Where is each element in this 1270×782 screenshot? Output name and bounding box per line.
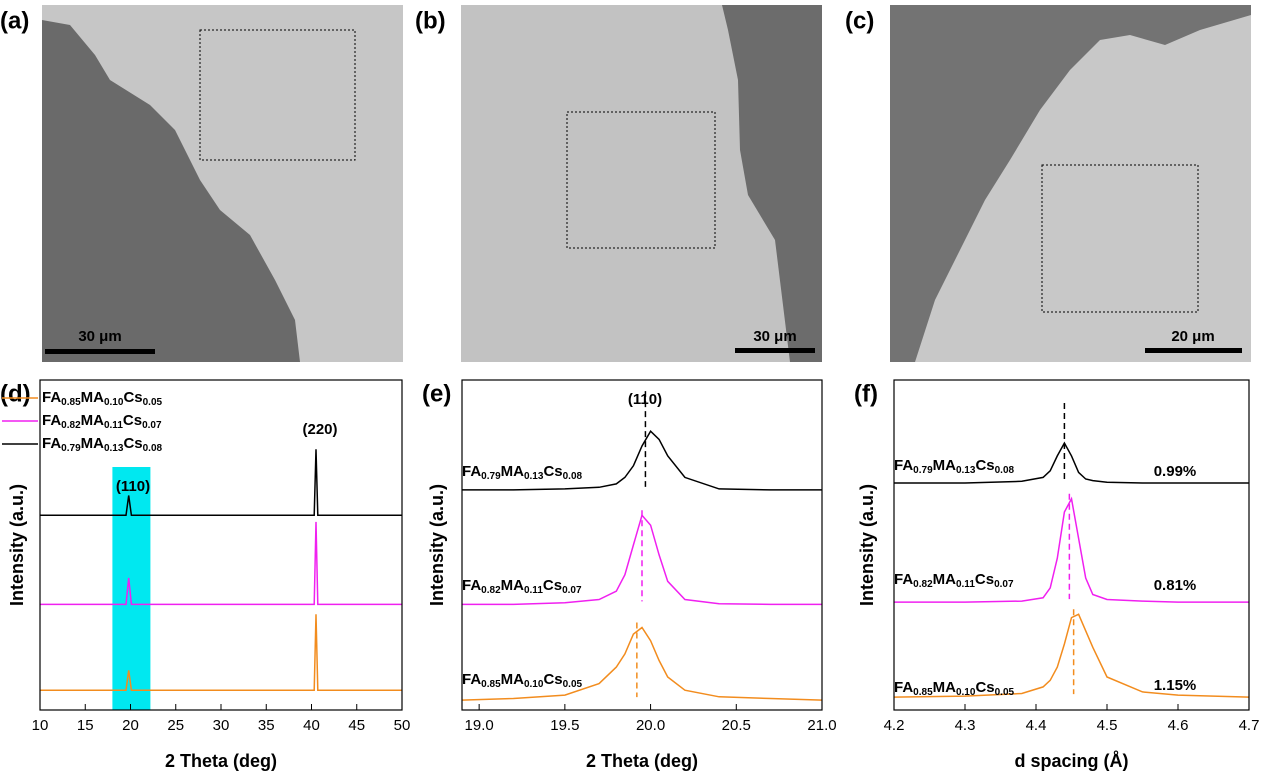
annotation: 0.81% <box>1154 577 1197 594</box>
roi-box <box>199 29 356 161</box>
panel-label: (c) <box>845 7 874 34</box>
annotation: 1.15% <box>1154 677 1197 694</box>
annotation: (110) <box>116 478 150 495</box>
x-tick-label: 4.3 <box>955 717 976 734</box>
scale-label: 20 μm <box>1171 328 1214 345</box>
sem-region <box>890 5 1251 362</box>
x-tick-label: 30 <box>213 717 230 734</box>
series-label: FA0.85MA0.10Cs0.05 <box>894 679 1015 698</box>
scale-label: 30 μm <box>753 328 796 345</box>
sem-region <box>42 20 300 362</box>
x-tick-label: 20 <box>122 717 139 734</box>
legend-label: FA0.79MA0.13Cs0.08 <box>42 435 163 454</box>
scale-bar <box>1145 348 1242 353</box>
plot-frame <box>39 379 403 711</box>
legend-label: FA0.85MA0.10Cs0.05 <box>42 389 163 408</box>
x-tick-label: 35 <box>258 717 275 734</box>
panel-label: (a) <box>0 7 29 34</box>
x-tick-label: 19.5 <box>550 717 579 734</box>
x-tick-label: 10 <box>32 717 49 734</box>
y-axis-title: Intensity (a.u.) <box>857 484 877 606</box>
highlight-band <box>112 467 151 710</box>
x-tick-label: 4.7 <box>1239 717 1260 734</box>
roi-box <box>566 111 716 249</box>
x-tick-label: 4.6 <box>1168 717 1189 734</box>
plot-frame <box>461 379 823 711</box>
annotation: (110) <box>628 391 662 408</box>
roi-box <box>1041 164 1199 313</box>
x-tick-label: 20.0 <box>636 717 665 734</box>
series-line <box>40 521 402 606</box>
y-axis-title: Intensity (a.u.) <box>7 484 27 606</box>
scale-label: 30 μm <box>78 328 121 345</box>
x-axis-title: d spacing (Å) <box>1014 751 1128 771</box>
x-tick-label: 19.0 <box>465 717 494 734</box>
x-axis-title: 2 Theta (deg) <box>586 751 698 771</box>
series-line <box>894 496 1249 603</box>
sem-region <box>722 5 822 362</box>
series-label: FA0.82MA0.11Cs0.07 <box>462 577 582 596</box>
annotation: 0.99% <box>1154 463 1197 480</box>
series-line <box>462 429 822 491</box>
x-tick-label: 4.2 <box>884 717 905 734</box>
y-axis-title: Intensity (a.u.) <box>427 484 447 606</box>
x-tick-label: 50 <box>394 717 411 734</box>
series-label: FA0.85MA0.10Cs0.05 <box>462 671 583 690</box>
x-tick-label: 21.0 <box>807 717 836 734</box>
series-label: FA0.79MA0.13Cs0.08 <box>462 463 583 482</box>
x-tick-label: 45 <box>348 717 365 734</box>
x-tick-label: 20.5 <box>722 717 751 734</box>
scale-bar <box>735 348 815 353</box>
series-line <box>40 449 402 517</box>
plot-frame <box>893 379 1250 711</box>
series-label: FA0.79MA0.13Cs0.08 <box>894 457 1015 476</box>
panel-label: (d) <box>0 380 31 407</box>
x-axis-title: 2 Theta (deg) <box>165 751 277 771</box>
x-tick-label: 40 <box>303 717 320 734</box>
legend-label: FA0.82MA0.11Cs0.07 <box>42 412 162 431</box>
series-label: FA0.82MA0.11Cs0.07 <box>894 571 1014 590</box>
series-line <box>893 613 1250 698</box>
x-tick-label: 4.4 <box>1026 717 1047 734</box>
panel-label: (f) <box>854 380 878 407</box>
panel-label: (b) <box>415 7 446 34</box>
series-line <box>461 626 823 701</box>
x-tick-label: 15 <box>77 717 94 734</box>
scale-bar <box>45 349 155 354</box>
x-tick-label: 4.5 <box>1097 717 1118 734</box>
annotation: (220) <box>302 421 337 438</box>
series-line <box>40 614 402 691</box>
panel-label: (e) <box>422 380 451 407</box>
series-line <box>894 441 1249 484</box>
x-tick-label: 25 <box>167 717 184 734</box>
